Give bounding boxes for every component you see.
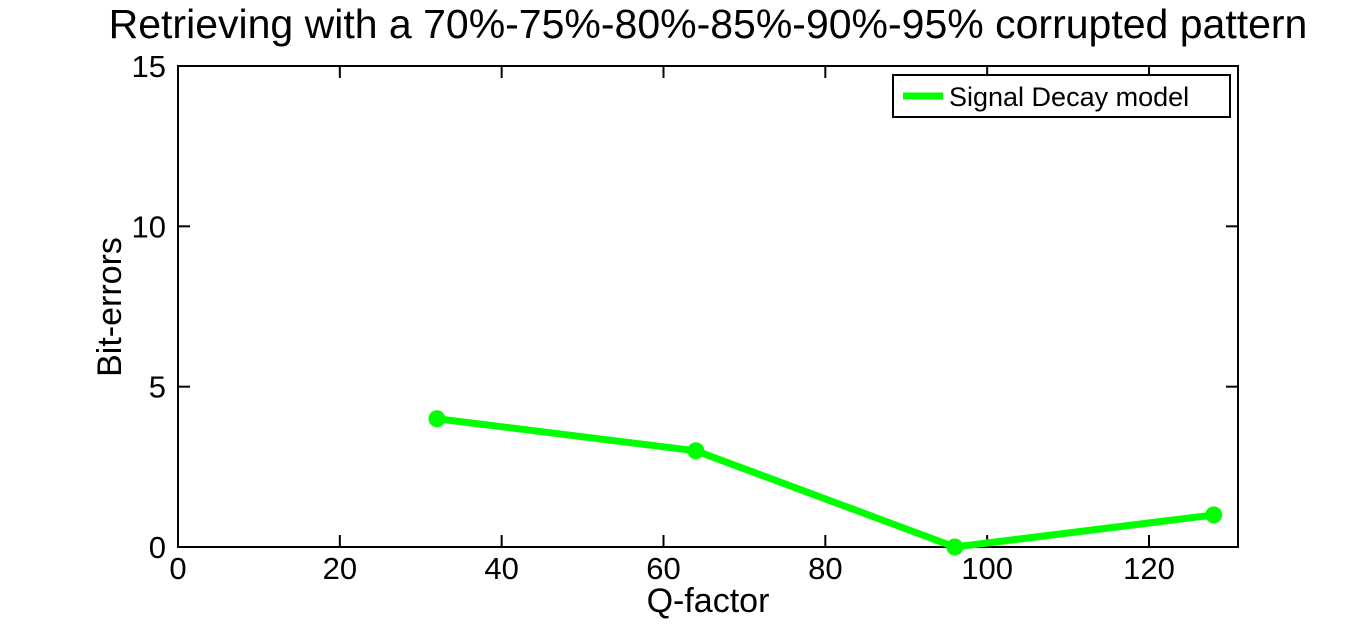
data-point-marker xyxy=(946,538,964,556)
legend-label: Signal Decay model xyxy=(949,82,1189,112)
x-tick-label: 20 xyxy=(323,551,357,586)
x-tick-label: 80 xyxy=(808,551,842,586)
x-tick-label: 120 xyxy=(1123,551,1175,586)
x-tick-label: 100 xyxy=(961,551,1013,586)
x-tick-label: 60 xyxy=(646,551,680,586)
axes-box xyxy=(177,65,1239,548)
y-tick-label: 5 xyxy=(149,370,166,405)
data-point-marker xyxy=(687,442,705,460)
data-point-marker xyxy=(428,410,446,428)
series-line xyxy=(433,415,1218,551)
y-tick-label: 15 xyxy=(132,49,166,84)
x-tick-label: 0 xyxy=(169,551,186,586)
x-axis-label: Q-factor xyxy=(646,582,770,620)
y-tick-label: 0 xyxy=(149,530,166,565)
data-point-marker xyxy=(1205,506,1223,524)
chart-title: Retrieving with a 70%-75%-80%-85%-90%-95… xyxy=(108,1,1308,47)
y-axis-label: Bit-errors xyxy=(91,237,129,377)
x-tick-label: 40 xyxy=(484,551,518,586)
y-tick-label: 10 xyxy=(132,209,166,244)
legend-box xyxy=(892,74,1231,118)
